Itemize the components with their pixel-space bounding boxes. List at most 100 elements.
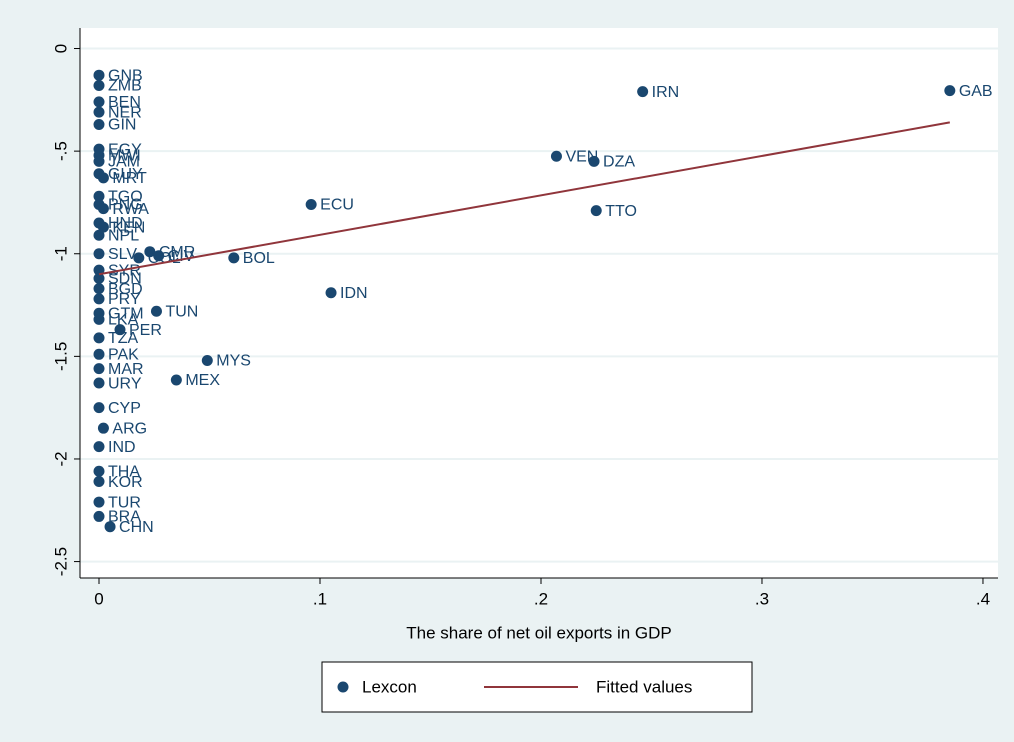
point-label: URY <box>108 375 142 392</box>
point-label: MWI <box>108 147 141 164</box>
legend-marker <box>337 681 349 693</box>
y-tick-label: -.5 <box>51 141 70 161</box>
point-label: PNG <box>108 197 143 214</box>
point-label: PAK <box>108 347 139 364</box>
point-label: SDN <box>108 271 142 288</box>
point-label: NER <box>108 104 142 121</box>
point <box>93 79 105 91</box>
fit-line <box>98 121 950 276</box>
point <box>201 354 213 366</box>
point-label: MYS <box>216 353 251 370</box>
x-axis-title: The share of net oil exports in GDP <box>406 623 672 642</box>
point-label: THA <box>108 464 140 481</box>
point-label: TUR <box>108 494 141 511</box>
point <box>97 422 109 434</box>
point <box>170 374 182 386</box>
point-label: CYP <box>108 400 141 417</box>
point <box>93 248 105 260</box>
point <box>93 155 105 167</box>
point-label: DZA <box>603 154 635 171</box>
point <box>93 496 105 508</box>
point-label: NPL <box>108 227 139 244</box>
x-tick-label: .1 <box>313 589 327 608</box>
point-label: IND <box>108 439 136 456</box>
y-tick-label: -1 <box>51 246 70 261</box>
point-label: PER <box>129 322 162 339</box>
y-tick-label: -2.5 <box>51 547 70 576</box>
point-label: GTM <box>108 305 144 322</box>
y-tick-label: 0 <box>51 44 70 53</box>
point <box>944 85 956 97</box>
point-label: TZA <box>108 330 139 347</box>
point-label: BGD <box>108 281 143 298</box>
point-label: CMR <box>159 244 195 261</box>
point-label: EGY <box>108 141 142 158</box>
point <box>133 252 145 264</box>
legend-label: Lexcon <box>362 677 417 696</box>
point <box>93 190 105 202</box>
point <box>93 441 105 453</box>
point-label: SLV <box>108 246 137 263</box>
point <box>114 324 126 336</box>
point-label: MRT <box>112 170 147 187</box>
point-label: TTO <box>605 203 637 220</box>
point <box>588 155 600 167</box>
point-label: ZMB <box>108 78 142 95</box>
point-label: GAB <box>959 83 993 100</box>
point <box>93 96 105 108</box>
point <box>305 198 317 210</box>
point-label: BRA <box>108 509 141 526</box>
point <box>93 293 105 305</box>
point <box>228 252 240 264</box>
point-label: ARG <box>112 420 147 437</box>
point-label: BEN <box>108 94 141 111</box>
point <box>550 150 562 162</box>
point-label: TUN <box>165 303 198 320</box>
point-label: IRN <box>652 84 680 101</box>
point-label: KOR <box>108 474 143 491</box>
point-label: GNB <box>108 67 143 84</box>
point-label: HND <box>108 215 143 232</box>
point <box>93 363 105 375</box>
point-label: MEX <box>185 372 220 389</box>
point <box>93 402 105 414</box>
point <box>93 106 105 118</box>
point-label: MAR <box>108 361 144 378</box>
point-label: BOL <box>243 250 275 267</box>
point <box>144 246 156 258</box>
point <box>93 510 105 522</box>
point <box>93 465 105 477</box>
point <box>153 250 165 262</box>
point <box>97 221 109 233</box>
legend-label: Fitted values <box>596 677 692 696</box>
point-label: IDN <box>340 285 368 302</box>
y-tick-label: -1.5 <box>51 342 70 371</box>
point <box>93 283 105 295</box>
point-label: SYR <box>108 262 141 279</box>
point <box>93 118 105 130</box>
point <box>93 229 105 241</box>
point <box>637 86 649 98</box>
point <box>325 287 337 299</box>
point <box>104 521 116 533</box>
point <box>150 305 162 317</box>
point-label: LKA <box>108 312 139 329</box>
point <box>93 348 105 360</box>
x-tick-label: .4 <box>976 589 990 608</box>
point <box>590 205 602 217</box>
point-label: JAM <box>108 154 140 171</box>
point <box>93 69 105 81</box>
x-tick-label: .2 <box>534 589 548 608</box>
point-label: ECU <box>320 197 354 214</box>
y-tick-label: -2 <box>51 451 70 466</box>
point <box>93 377 105 389</box>
point-label: TGO <box>108 189 143 206</box>
point <box>97 172 109 184</box>
point <box>93 272 105 284</box>
point <box>93 476 105 488</box>
point-label: CIV <box>168 248 195 265</box>
x-tick-label: 0 <box>94 589 103 608</box>
point <box>93 332 105 344</box>
point-label: GUY <box>108 166 143 183</box>
